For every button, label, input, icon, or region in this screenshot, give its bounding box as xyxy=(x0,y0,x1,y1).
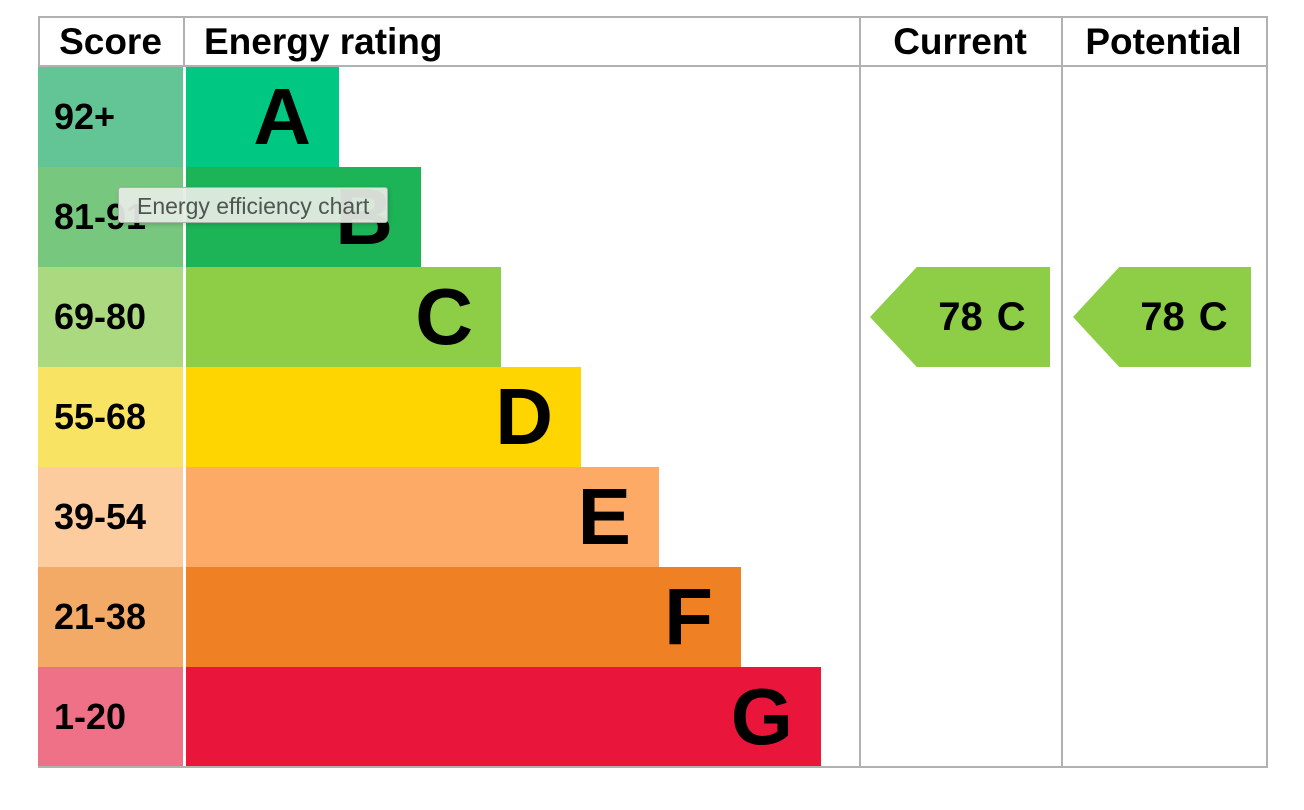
score-range-label: 1-20 xyxy=(54,696,127,737)
hover-tooltip: Energy efficiency chart xyxy=(118,187,389,223)
band-row-e: 39-54 E xyxy=(38,467,1268,567)
band-letter: A xyxy=(253,72,311,161)
header-left-border xyxy=(38,16,40,65)
band-letter: C xyxy=(415,272,473,361)
score-range-label: 55-68 xyxy=(54,396,147,437)
band-row-c: 69-80 C xyxy=(38,267,1268,367)
current-column-divider xyxy=(859,16,861,768)
band-letter: G xyxy=(730,672,793,761)
band-letter: D xyxy=(495,372,553,461)
rating-bar: D xyxy=(186,367,581,467)
score-column-header: Score xyxy=(59,20,162,62)
rating-bar: A xyxy=(186,67,339,167)
band-letter: F xyxy=(664,572,713,661)
score-cell: 39-54 xyxy=(38,467,183,567)
potential-column-divider xyxy=(1061,16,1063,768)
score-cell: 21-38 xyxy=(38,567,183,667)
score-column-divider xyxy=(183,16,185,65)
rating-bar: G xyxy=(186,667,821,767)
band-row-a: 92+ A xyxy=(38,67,1268,167)
rating-bar: F xyxy=(186,567,741,667)
score-cell: 69-80 xyxy=(38,267,183,367)
score-cell: 92+ xyxy=(38,67,183,167)
potential-rating-band: C xyxy=(1198,294,1228,339)
band-row-f: 21-38 F xyxy=(38,567,1268,667)
table-right-border xyxy=(1266,16,1268,768)
table-top-border xyxy=(38,16,1268,18)
band-rows: 92+ A 81-91 B 69-80 C 55-68 D 39-54 E 21… xyxy=(38,67,1268,767)
score-range-label: 69-80 xyxy=(54,296,147,337)
current-rating-band: C xyxy=(996,294,1026,339)
band-letter: E xyxy=(577,472,631,561)
score-cell: 1-20 xyxy=(38,667,183,767)
rating-bar: E xyxy=(186,467,659,567)
header-bottom-border xyxy=(38,65,1268,67)
potential-rating-arrow: 78 C xyxy=(1073,267,1251,367)
energy-rating-column-header: Energy rating xyxy=(204,20,443,62)
table-bottom-border xyxy=(38,766,1268,768)
score-range-label: 21-38 xyxy=(54,596,147,637)
score-range-label: 39-54 xyxy=(54,496,147,537)
potential-rating-value: 78 xyxy=(1140,294,1185,339)
band-row-d: 55-68 D xyxy=(38,367,1268,467)
band-row-g: 1-20 G xyxy=(38,667,1268,767)
current-rating-value: 78 xyxy=(938,294,983,339)
current-column-header: Current xyxy=(893,20,1027,62)
rating-bar: C xyxy=(186,267,501,367)
potential-column-header: Potential xyxy=(1085,20,1242,62)
score-range-label: 92+ xyxy=(54,96,116,137)
epc-table: Score Energy rating Current Potential 92… xyxy=(38,16,1268,768)
score-cell: 55-68 xyxy=(38,367,183,467)
